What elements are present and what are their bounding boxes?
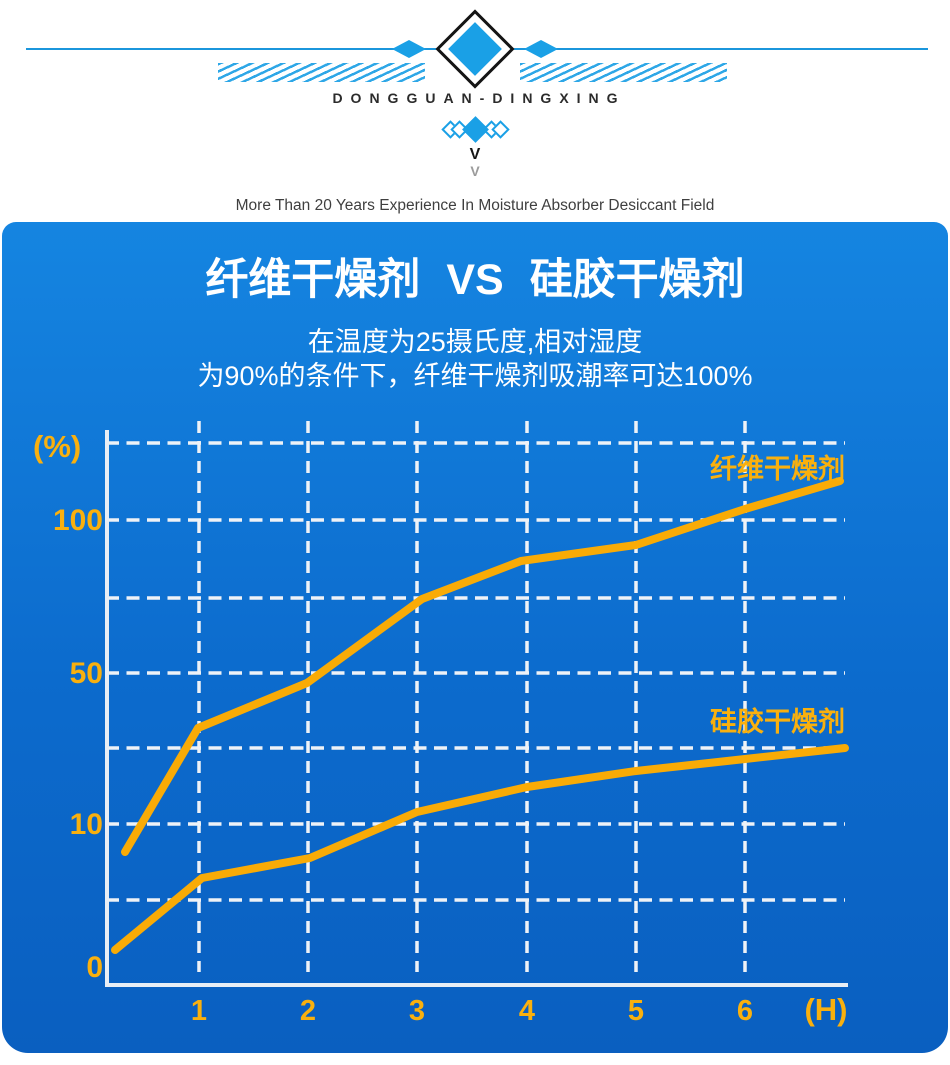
y-tick-label: 50 [69, 657, 103, 690]
series-label-silica: 硅胶干燥剂 [710, 707, 845, 737]
y-tick-label: 0 [86, 951, 103, 984]
chart-subtitle-line1: 在温度为25摄氏度,相对湿度 [307, 327, 643, 357]
x-tick-label: 6 [736, 995, 754, 1027]
chart-title: 纤维干燥剂 VS 硅胶干燥剂 [0, 245, 950, 307]
series-line-fiber [121, 477, 844, 856]
hatch-stripes-right [520, 63, 727, 82]
y-axis-unit-label: (%) [33, 429, 82, 464]
title-vs: VS [446, 256, 504, 304]
experience-tagline: More Than 20 Years Experience In Moistur… [235, 197, 715, 214]
x-tick-label: 5 [627, 995, 645, 1027]
y-tick-label: 100 [52, 504, 103, 537]
chevron-down-icon-gray: V [470, 163, 480, 179]
hatch-stripes-left [218, 63, 425, 82]
x-tick-label: 4 [518, 995, 536, 1027]
brand-name: DONGGUAN-DINGXING [332, 90, 626, 106]
x-tick-label: 1 [190, 995, 208, 1027]
brand-header: DONGGUAN-DINGXING V V More Than 20 Years… [0, 0, 950, 222]
small-diamond-icon-left [392, 40, 426, 58]
title-left: 纤维干燥剂 [205, 256, 421, 304]
chart-subtitle-line2: 为90%的条件下，纤维干燥剂吸潮率可达100% [197, 361, 753, 391]
x-axis-unit-label: (H) [804, 992, 848, 1027]
title-right: 硅胶干燥剂 [529, 256, 745, 304]
chevron-down-icon-dark: V [469, 146, 481, 163]
y-tick-label: 10 [69, 808, 103, 841]
x-tick-label: 3 [408, 995, 426, 1027]
small-diamond-icon-right [524, 40, 558, 58]
series-label-fiber: 纤维干燥剂 [710, 454, 845, 484]
x-tick-label: 2 [299, 995, 317, 1027]
series-line-silica [111, 744, 849, 954]
